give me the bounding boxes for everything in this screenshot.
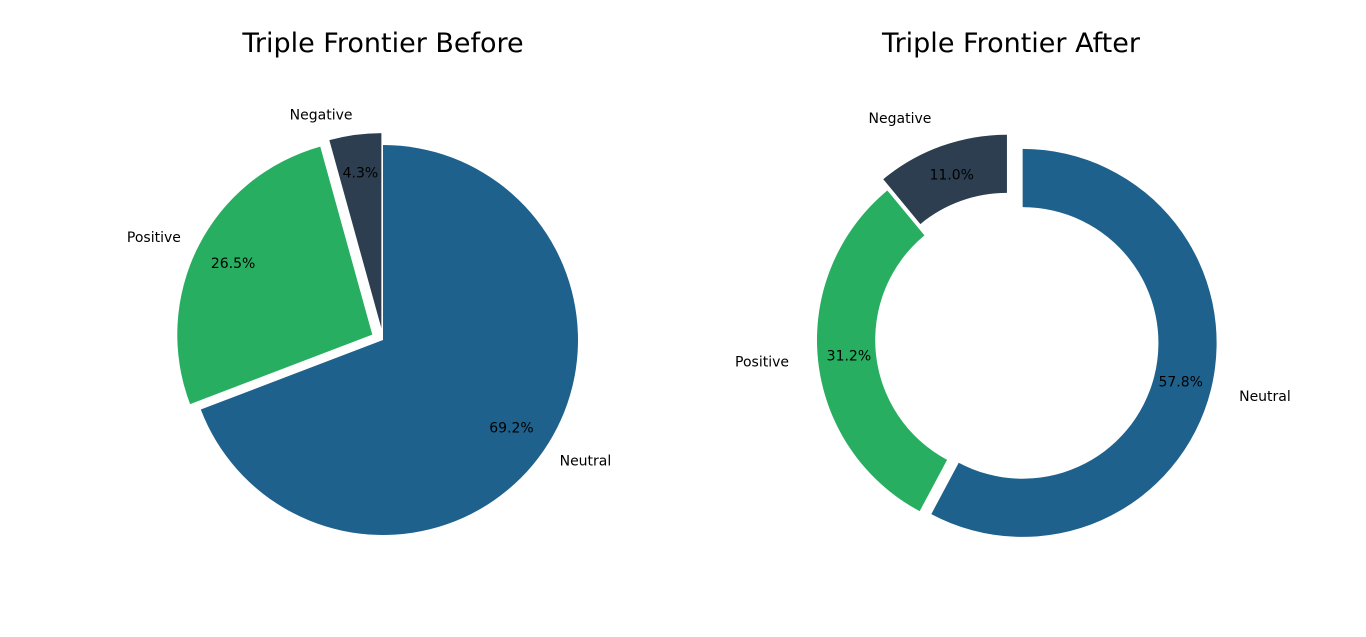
slice-positive (177, 146, 373, 405)
slice-label-positive: Positive (127, 230, 181, 246)
slice-label-neutral: Neutral (560, 454, 612, 470)
slice-percent-negative: 4.3% (343, 166, 379, 182)
slice-percent-negative: 11.0% (929, 167, 973, 183)
slice-percent-neutral: 69.2% (489, 421, 533, 437)
slice-label-negative: Negative (290, 108, 353, 124)
slice-percent-neutral: 57.8% (1158, 374, 1202, 390)
chart-before-slices: Neutral 69.2% Positive 26.5% Negative 4.3% (127, 108, 611, 535)
slice-negative (883, 134, 1007, 225)
slice-label-negative: Negative (869, 111, 932, 127)
slice-neutral (200, 145, 579, 535)
chart-before-title: Triple Frontier Before (241, 28, 523, 59)
chart-before: Triple Frontier Before Neutral 69.2% Posit… (127, 28, 611, 535)
slice-percent-positive: 31.2% (827, 348, 871, 364)
chart-after: Triple Frontier After Neutral 57.8% Positi… (735, 28, 1291, 537)
slice-label-positive: Positive (735, 354, 789, 370)
chart-after-title: Triple Frontier After (881, 28, 1141, 59)
slice-neutral (931, 148, 1217, 537)
slice-label-neutral: Neutral (1239, 389, 1291, 405)
slice-negative (329, 133, 382, 329)
chart-after-slices: Neutral 57.8% Positive 31.2% Negative 11.0% (735, 111, 1291, 537)
slice-percent-positive: 26.5% (211, 256, 255, 272)
slice-positive (817, 190, 948, 512)
